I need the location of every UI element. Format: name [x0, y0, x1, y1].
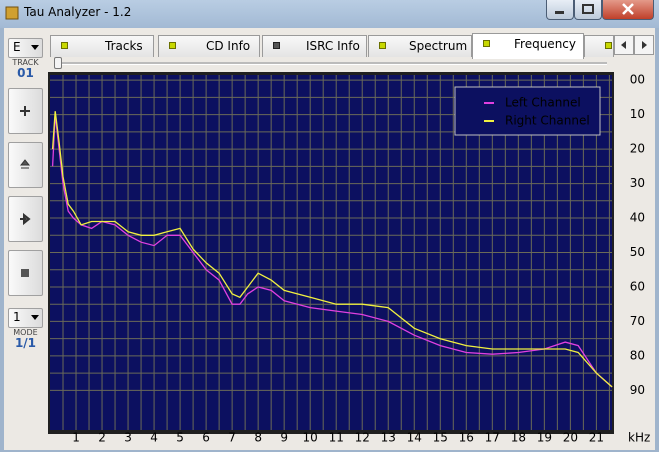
x-tick-label: 10: [303, 431, 318, 445]
legend-label: Left Channel: [505, 96, 581, 110]
x-tick-label: 12: [355, 431, 370, 445]
mode-select[interactable]: 1: [8, 308, 43, 328]
x-tick-label: 19: [537, 431, 552, 445]
tab-active[interactable]: Frequency: [472, 33, 584, 59]
x-tick-label: 15: [433, 431, 448, 445]
drive-letter: E: [13, 40, 21, 54]
frequency-chart: dB kHz 001020304050607080901234567891011…: [48, 72, 650, 445]
track-label: TRACK: [12, 58, 39, 67]
app-icon: [5, 6, 19, 20]
play-button[interactable]: [8, 196, 43, 242]
x-tick-label: 5: [176, 431, 184, 445]
tab[interactable]: Spectrum: [368, 35, 472, 57]
x-tick-label: 2: [98, 431, 106, 445]
x-tick-label: 3: [124, 431, 132, 445]
y-tick-label: 40: [630, 211, 645, 225]
x-tick-label: 21: [589, 431, 604, 445]
close-button[interactable]: [602, 0, 654, 20]
tab[interactable]: [584, 35, 614, 57]
y-tick-label: 60: [630, 279, 645, 293]
x-tick-label: 1: [72, 431, 80, 445]
mode-number: 1/1: [14, 336, 37, 350]
x-tick-label: 11: [329, 431, 344, 445]
mode-value: 1: [13, 310, 21, 324]
y-tick-label: 80: [630, 348, 645, 362]
x-tick-label: 20: [563, 431, 578, 445]
y-tick-label: 50: [630, 245, 645, 259]
window-title: Tau Analyzer - 1.2: [24, 5, 132, 19]
title-bar: Tau Analyzer - 1.2: [0, 0, 659, 28]
tab-scroll-left[interactable]: [614, 35, 634, 55]
drive-select[interactable]: E: [8, 38, 43, 58]
tab[interactable]: Tracks: [50, 35, 154, 57]
x-tick-label: 13: [381, 431, 396, 445]
add-button[interactable]: [8, 88, 43, 134]
y-tick-label: 90: [630, 383, 645, 397]
slider-track: [55, 62, 607, 65]
y-tick-label: 10: [630, 107, 645, 121]
tab[interactable]: ISRC Info: [262, 35, 367, 57]
y-tick-label: 30: [630, 176, 645, 190]
y-tick-label: 20: [630, 142, 645, 156]
x-tick-label: 7: [228, 431, 236, 445]
tab[interactable]: CD Info: [158, 35, 260, 57]
y-unit: dB: [628, 72, 644, 75]
mode-label: MODE: [13, 328, 38, 337]
x-tick-label: 6: [202, 431, 210, 445]
series-line: [51, 111, 613, 388]
x-tick-label: 17: [485, 431, 500, 445]
tab-label: Frequency: [514, 37, 576, 51]
legend-box: [454, 86, 601, 136]
y-tick-label: 00: [630, 73, 645, 87]
x-tick-label: 14: [407, 431, 422, 445]
slider-thumb[interactable]: [54, 57, 62, 69]
x-tick-label: 16: [459, 431, 474, 445]
y-tick-label: 70: [630, 314, 645, 328]
legend-label: Right Channel: [505, 114, 590, 128]
x-tick-label: 18: [511, 431, 526, 445]
x-tick-label: 9: [280, 431, 288, 445]
eject-button[interactable]: [8, 142, 43, 188]
track-number: 01: [17, 66, 34, 80]
tab-scroll-right[interactable]: [634, 35, 654, 55]
x-tick-label: 4: [150, 431, 158, 445]
tab-label: Tracks: [105, 39, 143, 53]
x-tick-label: 8: [254, 431, 262, 445]
series-line: [51, 114, 613, 388]
tab-label: CD Info: [206, 39, 251, 53]
stop-button[interactable]: [8, 250, 43, 296]
tab-label: ISRC Info: [306, 39, 360, 53]
minimize-button[interactable]: [546, 0, 574, 20]
tab-label: Spectrum: [409, 39, 468, 53]
x-unit: kHz: [628, 431, 650, 445]
maximize-button[interactable]: [574, 0, 602, 20]
